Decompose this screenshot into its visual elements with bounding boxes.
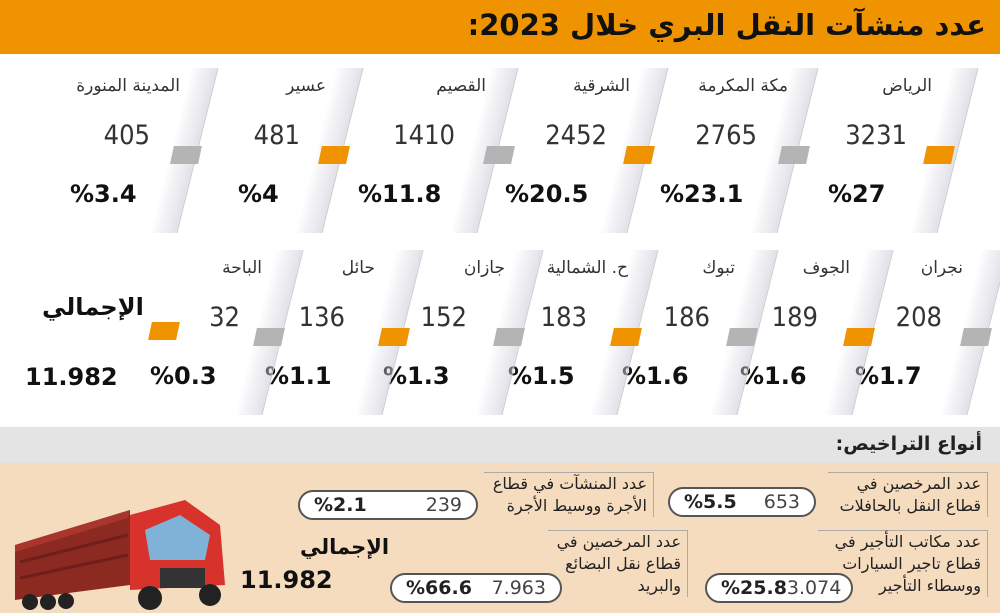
license-desc-goods: عدد المرخصين في قطاع نقل البضائع والبريد — [548, 530, 688, 597]
total-bar — [148, 322, 180, 340]
region-count: 32 — [209, 302, 240, 333]
region-count: 186 — [663, 302, 710, 333]
region-count: 405 — [103, 120, 150, 151]
region-bar — [923, 146, 955, 164]
region-bar — [170, 146, 202, 164]
license-pill-goods: %66.6 7.963 — [390, 573, 562, 603]
region-bar — [778, 146, 810, 164]
region-name: ح. الشمالية — [546, 258, 628, 278]
license-count: 3.074 — [786, 577, 842, 599]
region-count: 208 — [895, 302, 942, 333]
region-bar — [610, 328, 642, 346]
license-desc-rental: عدد مكاتب التأجير في قطاع تاجير السيارات… — [818, 530, 988, 597]
truck-illustration — [15, 500, 225, 610]
license-pill-taxi: %2.1 239 — [298, 490, 478, 520]
region-percent: %0.3 — [150, 362, 217, 390]
region-percent: %4 — [238, 180, 279, 208]
region-name: الباحة — [222, 258, 262, 278]
region-percent: %27 — [828, 180, 886, 208]
region-count: 152 — [420, 302, 467, 333]
region-name: الرياض — [882, 76, 932, 96]
region-count: 1410 — [393, 120, 455, 151]
region-count: 136 — [298, 302, 345, 333]
header-banner: عدد منشآت النقل البري خلال 2023: — [0, 0, 1000, 54]
licenses-band: أنواع التراخيص: — [0, 427, 1000, 463]
region-name: عسير — [286, 76, 326, 96]
region-bar — [378, 328, 410, 346]
region-count: 3231 — [845, 120, 907, 151]
region-name: مكة المكرمة — [698, 76, 788, 96]
license-pill-rental: %25.8 3.074 — [705, 573, 853, 603]
region-bar — [843, 328, 875, 346]
region-count: 189 — [771, 302, 818, 333]
region-bar — [318, 146, 350, 164]
region-percent: %1.1 — [265, 362, 332, 390]
license-percent: %66.6 — [406, 577, 472, 599]
region-name: الجوف — [802, 258, 850, 278]
license-percent: %25.8 — [721, 577, 787, 599]
region-count: 2765 — [695, 120, 757, 151]
region-percent: %1.5 — [508, 362, 575, 390]
region-bar — [493, 328, 525, 346]
license-count: 653 — [763, 491, 800, 513]
region-percent: %1.6 — [622, 362, 689, 390]
license-count: 239 — [425, 494, 462, 516]
license-percent: %5.5 — [684, 491, 737, 513]
license-pill-buses: %5.5 653 — [668, 487, 816, 517]
license-percent: %2.1 — [314, 494, 367, 516]
region-percent: %1.7 — [855, 362, 922, 390]
license-desc-buses: عدد المرخصين في قطاع النقل بالحافلات — [828, 472, 988, 517]
page-title: عدد منشآت النقل البري خلال 2023: — [467, 8, 986, 42]
region-bar — [726, 328, 758, 346]
licenses-title: أنواع التراخيص: — [835, 433, 982, 455]
region-name: نجران — [920, 258, 963, 278]
region-percent: %11.8 — [358, 180, 442, 208]
region-count: 183 — [540, 302, 587, 333]
region-bar — [483, 146, 515, 164]
region-count: 481 — [253, 120, 300, 151]
total-label: الإجمالي — [42, 293, 144, 321]
licenses-total-label: الإجمالي — [300, 535, 390, 559]
region-percent: %1.6 — [740, 362, 807, 390]
total-value: 11.982 — [25, 363, 118, 391]
region-percent: %23.1 — [660, 180, 744, 208]
region-name: القصيم — [436, 76, 486, 96]
region-name: حائل — [341, 258, 375, 278]
region-name: الشرقية — [573, 76, 630, 96]
region-bar — [253, 328, 285, 346]
license-count: 7.963 — [491, 577, 546, 599]
region-name: تبوك — [702, 258, 735, 278]
region-percent: %20.5 — [505, 180, 589, 208]
region-bar — [960, 328, 992, 346]
region-count: 2452 — [545, 120, 607, 151]
region-name: جازان — [463, 258, 505, 278]
region-name: المدينة المنورة — [76, 76, 180, 96]
region-percent: %3.4 — [70, 180, 137, 208]
licenses-total-value: 11.982 — [240, 566, 333, 594]
region-bar — [623, 146, 655, 164]
license-desc-taxi: عدد المنشآت في قطاع الأجرة ووسيط الأجرة — [484, 472, 654, 517]
